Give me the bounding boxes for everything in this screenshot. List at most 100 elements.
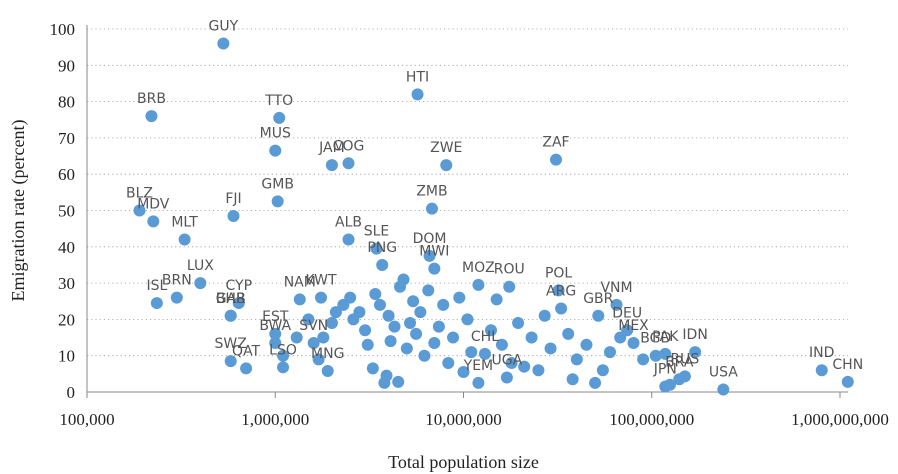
data-point [596, 364, 609, 377]
data-point [544, 342, 557, 355]
data-point [500, 371, 513, 384]
data-point [217, 37, 230, 50]
point-label: NAM [284, 274, 316, 290]
data-point [422, 284, 435, 297]
data-point [457, 366, 470, 379]
point-label: TTO [264, 93, 293, 109]
data-point [290, 331, 303, 344]
point-label: KWT [305, 273, 337, 289]
point-label: IND [809, 345, 834, 361]
point-label: GBR [583, 291, 613, 307]
data-point [404, 317, 417, 330]
data-point [453, 291, 466, 304]
point-label: MOZ [462, 260, 495, 276]
point-label: COG [333, 138, 365, 154]
data-point [678, 370, 691, 383]
y-axis-title: Emigration rate (percent) [8, 120, 29, 302]
data-point [170, 291, 183, 304]
data-point [485, 324, 498, 337]
data-point [815, 364, 828, 377]
point-label: ZAF [542, 135, 569, 151]
data-point [342, 233, 355, 246]
data-point [194, 277, 207, 290]
point-label: MDV [137, 196, 170, 212]
y-tick-label: 10 [58, 347, 75, 366]
data-point [302, 313, 315, 326]
data-point [321, 364, 334, 377]
point-label: RUS [670, 351, 699, 367]
data-point [552, 284, 565, 297]
point-label: USA [709, 364, 738, 380]
data-point [224, 355, 237, 368]
data-point [570, 353, 583, 366]
data-point [659, 347, 672, 360]
point-label: ARG [546, 284, 576, 300]
point-label: YEM [463, 358, 493, 374]
data-point [269, 336, 282, 349]
data-point [329, 306, 342, 319]
data-point [411, 88, 424, 101]
data-points [133, 37, 854, 396]
y-tick-label: 60 [58, 165, 75, 184]
data-point [353, 306, 366, 319]
point-label: JPN [653, 362, 677, 378]
data-point [562, 327, 575, 340]
point-label: ZWE [430, 140, 462, 156]
x-tick-label: 10,000,000 [425, 410, 502, 429]
point-label: MWI [419, 244, 449, 260]
point-label: DOM [413, 231, 447, 247]
y-tick-label: 20 [58, 310, 75, 329]
data-point [478, 347, 491, 360]
data-point [841, 375, 854, 388]
data-point [589, 376, 602, 389]
data-point [447, 331, 460, 344]
data-point [472, 278, 485, 291]
point-label: DEU [612, 305, 642, 321]
point-label: GUY [209, 19, 239, 35]
data-point [461, 313, 474, 326]
point-label: EST [262, 309, 289, 325]
data-point [428, 262, 441, 275]
point-label: JAM [318, 140, 345, 156]
y-tick-label: 100 [50, 20, 76, 39]
data-point [442, 356, 455, 369]
point-label: POL [545, 265, 572, 281]
data-point [232, 297, 245, 310]
data-point [344, 291, 357, 304]
data-point [621, 324, 634, 337]
data-point [342, 157, 355, 170]
point-label: GMB [261, 176, 294, 192]
point-label: ZMB [416, 184, 447, 200]
data-point [549, 153, 562, 166]
data-point [325, 159, 338, 172]
y-tick-label: 40 [58, 238, 75, 257]
data-point [525, 331, 538, 344]
point-label: LSO [269, 342, 297, 358]
data-point [512, 317, 525, 330]
data-point [325, 317, 338, 330]
data-point [659, 380, 672, 393]
data-point [277, 361, 290, 374]
data-point [369, 287, 382, 300]
point-label: PAK [652, 329, 679, 345]
point-label: ROU [494, 262, 525, 278]
data-point [277, 349, 290, 362]
data-point [315, 291, 328, 304]
data-point [361, 338, 374, 351]
point-label: ISL [146, 278, 167, 294]
data-point [649, 349, 662, 362]
data-point [384, 335, 397, 348]
data-point [689, 346, 702, 359]
data-point [312, 353, 325, 366]
y-tick-label: 90 [58, 56, 75, 75]
data-point [359, 324, 372, 337]
point-label: CYP [225, 278, 252, 294]
point-label: MLT [171, 215, 198, 231]
data-point [397, 273, 410, 286]
data-point [147, 215, 160, 228]
data-point [505, 356, 518, 369]
data-point [465, 346, 478, 359]
data-point [240, 362, 253, 375]
